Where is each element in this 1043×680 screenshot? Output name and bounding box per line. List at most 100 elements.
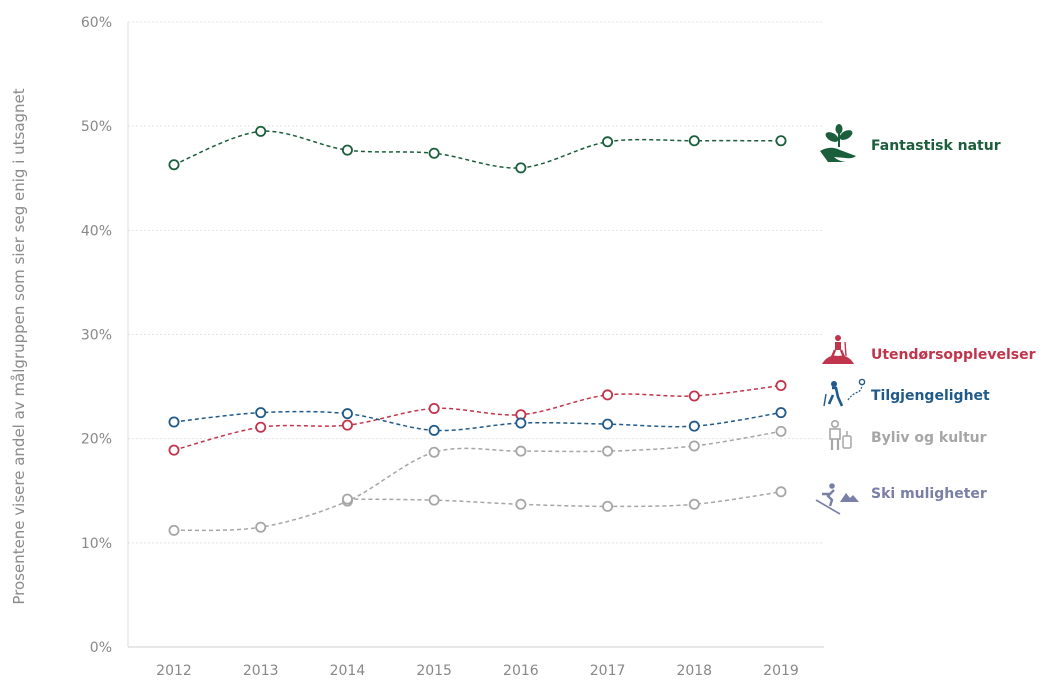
y-axis-label: Prosentene visere andel av målgruppen so… <box>10 88 28 604</box>
series-ski-muligheter <box>341 486 787 512</box>
data-point <box>341 408 353 420</box>
y-tick-label: 30% <box>81 328 112 344</box>
x-tick-label: 2018 <box>676 663 712 679</box>
data-point <box>515 445 527 457</box>
y-tick-label: 20% <box>81 432 112 448</box>
gridlines <box>127 21 824 648</box>
data-point <box>775 135 787 147</box>
y-tick-label: 10% <box>81 536 112 552</box>
series-line <box>173 130 782 169</box>
data-point <box>168 416 180 428</box>
icon-shape <box>842 435 852 449</box>
data-point <box>341 493 353 505</box>
icon-shape <box>831 381 837 387</box>
icon-shape <box>820 147 856 162</box>
icon-shape <box>835 335 841 341</box>
data-point <box>602 136 614 148</box>
data-point <box>515 417 527 429</box>
y-tick-label: 50% <box>81 119 112 135</box>
plant-in-hand-icon <box>820 124 856 162</box>
x-tick-label: 2017 <box>590 663 626 679</box>
data-point <box>168 159 180 171</box>
data-point <box>255 125 267 137</box>
icon-shape <box>825 132 839 142</box>
data-point <box>428 147 440 159</box>
series-line <box>173 430 782 532</box>
series-tilgjengelighet <box>168 407 787 436</box>
data-point <box>341 144 353 156</box>
icon-shape <box>822 489 835 507</box>
legend: Fantastisk natur Utendørsopplevelser Tilgj… <box>815 124 1036 515</box>
y-axis-ticks: 0% 10% 20% 30% 40% 50% 60% <box>81 15 112 656</box>
data-point <box>775 380 787 392</box>
data-point <box>602 445 614 457</box>
traveler-with-luggage-icon <box>829 419 852 450</box>
data-point <box>688 135 700 147</box>
y-tick-label: 40% <box>81 223 112 239</box>
icon-shape <box>815 499 841 515</box>
data-point <box>428 402 440 414</box>
series-byliv-og-kultur <box>168 425 787 536</box>
data-point <box>168 444 180 456</box>
data-point <box>255 521 267 533</box>
series-line <box>173 410 782 432</box>
data-point <box>515 162 527 174</box>
icon-shape <box>840 493 859 502</box>
traveler-with-route-icon <box>823 378 866 407</box>
data-point <box>428 494 440 506</box>
series-line <box>173 384 782 451</box>
data-point <box>775 425 787 437</box>
icon-shape <box>822 355 854 364</box>
data-point <box>255 407 267 419</box>
icon-shape <box>847 383 863 401</box>
data-point <box>688 440 700 452</box>
series-utend-rsopplevelser <box>168 380 787 456</box>
data-point <box>775 486 787 498</box>
data-point <box>428 446 440 458</box>
icon-shape <box>844 341 847 357</box>
data-point <box>688 498 700 510</box>
icon-shape <box>830 419 839 428</box>
data-point <box>168 524 180 536</box>
series-lines <box>168 125 787 536</box>
legend-label-fantastisk-natur: Fantastisk natur <box>871 138 1001 154</box>
data-point <box>602 389 614 401</box>
hiker-on-mountain-icon <box>822 335 854 364</box>
icon-shape <box>829 483 835 489</box>
x-tick-label: 2015 <box>416 663 452 679</box>
icon-shape <box>829 428 841 440</box>
x-tick-label: 2014 <box>330 663 366 679</box>
x-tick-label: 2019 <box>763 663 799 679</box>
data-point <box>688 420 700 432</box>
data-point <box>602 500 614 512</box>
x-axis-ticks: 2012 2013 2014 2015 2016 2017 2018 2019 <box>156 663 799 679</box>
icon-shape <box>835 124 843 134</box>
x-tick-label: 2012 <box>156 663 192 679</box>
data-point <box>688 390 700 402</box>
icon-shape <box>835 342 841 350</box>
y-tick-label: 60% <box>81 15 112 31</box>
series-line <box>347 491 782 508</box>
skier-mountain-icon <box>815 483 859 515</box>
data-point <box>341 419 353 431</box>
data-point <box>775 407 787 419</box>
icon-shape <box>823 393 827 407</box>
x-tick-label: 2013 <box>243 663 279 679</box>
x-tick-label: 2016 <box>503 663 539 679</box>
data-point <box>602 418 614 430</box>
legend-label-byliv-og-kultur: Byliv og kultur <box>871 430 987 446</box>
legend-label-tilgjengelighet: Tilgjengelighet <box>871 388 990 404</box>
y-tick-label: 0% <box>90 640 112 656</box>
data-point <box>428 424 440 436</box>
icon-shape <box>827 386 844 407</box>
data-point <box>515 498 527 510</box>
y-axis-label-group: Prosentene visere andel av målgruppen so… <box>10 88 28 604</box>
icon-shape <box>830 439 840 450</box>
series-fantastisk-natur <box>168 125 787 174</box>
icon-shape <box>858 378 866 386</box>
data-point <box>255 421 267 433</box>
icon-shape <box>830 349 846 358</box>
icon-shape <box>839 130 853 140</box>
legend-label-utend-rsopplevelser: Utendørsopplevelser <box>871 347 1036 363</box>
